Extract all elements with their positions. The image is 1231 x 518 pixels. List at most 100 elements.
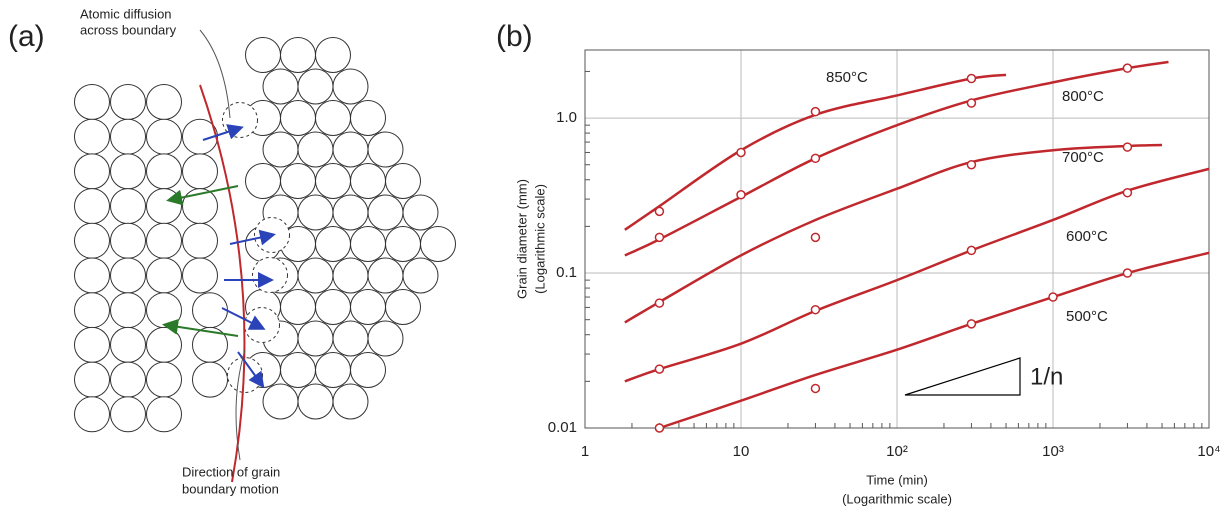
atom <box>111 293 146 328</box>
atom <box>147 258 182 293</box>
atom <box>75 258 110 293</box>
series-label: 700°C <box>1062 149 1104 166</box>
atom <box>147 397 182 432</box>
atom <box>351 227 386 262</box>
atom <box>246 38 281 73</box>
atom <box>147 85 182 120</box>
atom <box>403 258 438 293</box>
data-point <box>737 148 745 156</box>
atom <box>386 227 421 262</box>
atom <box>75 154 110 189</box>
atom <box>75 293 110 328</box>
atom <box>147 154 182 189</box>
x-axis-label: (Logarithmic scale) <box>842 491 952 506</box>
series-line <box>625 75 1006 230</box>
atom <box>298 132 333 167</box>
atom <box>351 101 386 136</box>
data-point <box>811 384 819 392</box>
atom <box>111 223 146 258</box>
atom <box>368 321 403 356</box>
atom <box>298 258 333 293</box>
atom <box>316 290 351 325</box>
atom <box>147 119 182 154</box>
data-point <box>967 246 975 254</box>
atom <box>386 290 421 325</box>
y-tick-label: 0.1 <box>556 264 577 281</box>
atom <box>111 85 146 120</box>
atom <box>75 397 110 432</box>
atom <box>111 189 146 224</box>
atom <box>316 101 351 136</box>
atom <box>263 384 298 419</box>
x-axis-label: Time (min) <box>866 472 928 487</box>
annotation: Atomic diffusion <box>80 6 172 21</box>
atom <box>298 384 333 419</box>
atom <box>111 154 146 189</box>
series-label: 600°C <box>1066 228 1108 245</box>
panel-label: (b) <box>496 20 533 53</box>
atom <box>316 164 351 199</box>
atom <box>351 290 386 325</box>
x-tick-label: 10⁴ <box>1197 443 1220 460</box>
atom <box>333 321 368 356</box>
atom <box>263 69 298 104</box>
atom <box>111 397 146 432</box>
atom <box>183 154 218 189</box>
atom <box>298 321 333 356</box>
atom <box>75 327 110 362</box>
atom <box>75 362 110 397</box>
atom <box>298 195 333 230</box>
leader-line <box>200 30 230 118</box>
atom <box>351 353 386 388</box>
x-tick-label: 10³ <box>1042 443 1064 460</box>
panel-label: (a) <box>8 20 45 53</box>
atom <box>111 258 146 293</box>
atom <box>368 195 403 230</box>
atom <box>183 223 218 258</box>
data-point <box>655 207 663 215</box>
atom <box>298 69 333 104</box>
x-tick-label: 1 <box>581 443 589 460</box>
atom <box>333 132 368 167</box>
annotation: Direction of grain <box>182 464 280 479</box>
data-point <box>1123 64 1131 72</box>
atom <box>403 195 438 230</box>
series-label: 850°C <box>826 69 868 86</box>
data-point <box>811 108 819 116</box>
atom <box>193 293 228 328</box>
y-axis-label: Grain diameter (mm) <box>514 179 529 299</box>
atom <box>316 38 351 73</box>
annotation: across boundary <box>80 22 177 37</box>
atom <box>193 362 228 397</box>
data-point <box>967 320 975 328</box>
atom <box>368 258 403 293</box>
atom <box>147 293 182 328</box>
series-label: 800°C <box>1062 88 1104 105</box>
data-point <box>967 75 975 83</box>
atom <box>75 119 110 154</box>
data-point <box>967 161 975 169</box>
atom <box>75 189 110 224</box>
atom <box>253 258 288 293</box>
atom <box>281 101 316 136</box>
atom <box>281 164 316 199</box>
atom <box>333 258 368 293</box>
slope-label: 1/n <box>1030 363 1063 390</box>
data-point <box>1123 143 1131 151</box>
figure: (a) (b) Atomic diffusion across boundary… <box>0 0 1231 518</box>
atom <box>111 362 146 397</box>
atom <box>281 353 316 388</box>
atom <box>421 227 456 262</box>
atom <box>147 223 182 258</box>
data-point <box>811 233 819 241</box>
data-point <box>967 99 975 107</box>
grain-diagram <box>75 38 456 432</box>
atom <box>75 223 110 258</box>
atom <box>281 38 316 73</box>
data-point <box>811 306 819 314</box>
atom <box>75 85 110 120</box>
atom <box>333 384 368 419</box>
atom <box>183 258 218 293</box>
data-point <box>655 233 663 241</box>
atom <box>263 132 298 167</box>
